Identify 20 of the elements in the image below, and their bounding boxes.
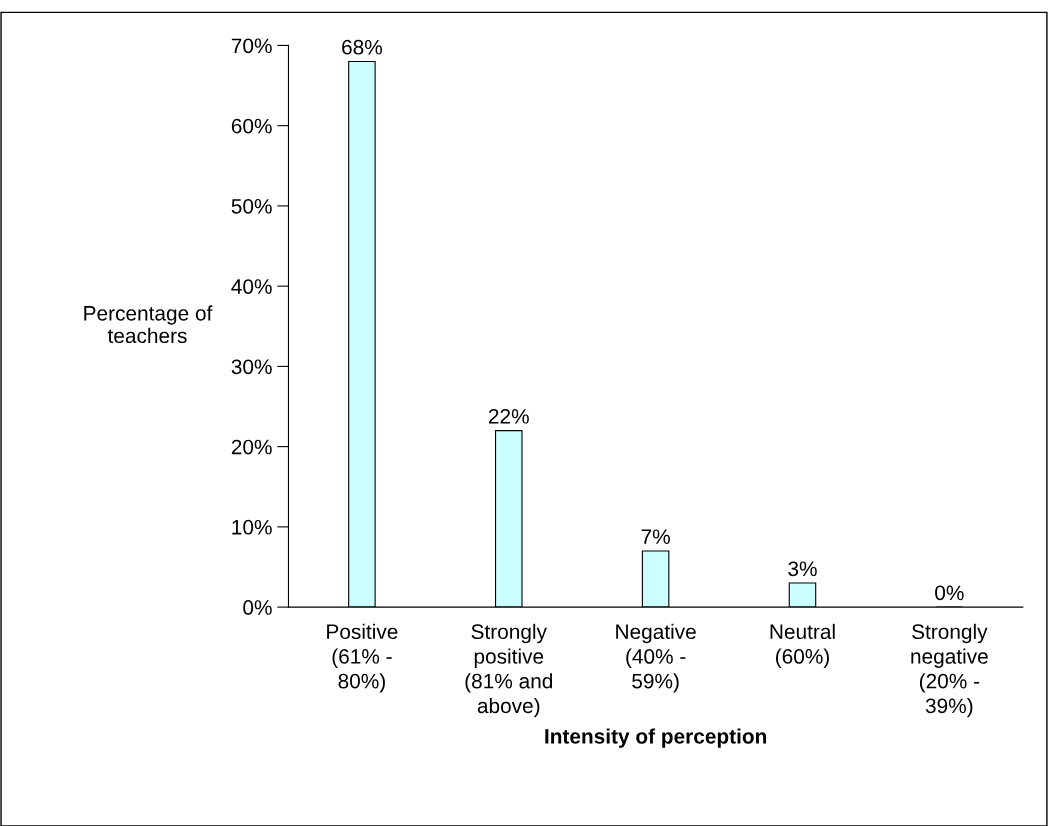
y-tick-label: 50% bbox=[231, 198, 272, 214]
y-tick-label: 30% bbox=[231, 359, 272, 375]
x-axis-title: Intensity of perception bbox=[545, 728, 767, 748]
y-axis-title: Percentage of teachers bbox=[84, 305, 213, 344]
x-tick-label: Neutral (60%) bbox=[770, 623, 835, 668]
data-label: 7% bbox=[641, 529, 670, 544]
data-label: 68% bbox=[342, 39, 383, 55]
x-tick-label: Positive (61% - 80%) bbox=[327, 623, 398, 693]
y-tick-label: 20% bbox=[231, 439, 272, 455]
x-tick-label: Strongly negative (20% - 39%) bbox=[911, 623, 988, 718]
y-tick-label: 0% bbox=[243, 600, 272, 615]
data-label: 0% bbox=[935, 585, 964, 601]
data-label: 22% bbox=[488, 408, 529, 424]
y-tick-label: 40% bbox=[231, 279, 272, 294]
y-tick-label: 60% bbox=[231, 118, 272, 134]
y-tick-label: 10% bbox=[232, 519, 272, 535]
x-tick-label: Negative (40% - 59%) bbox=[616, 623, 696, 693]
x-tick-label: Strongly positive (81% and above) bbox=[465, 623, 553, 718]
data-label: 3% bbox=[788, 561, 817, 577]
y-tick-label: 70% bbox=[231, 38, 272, 54]
